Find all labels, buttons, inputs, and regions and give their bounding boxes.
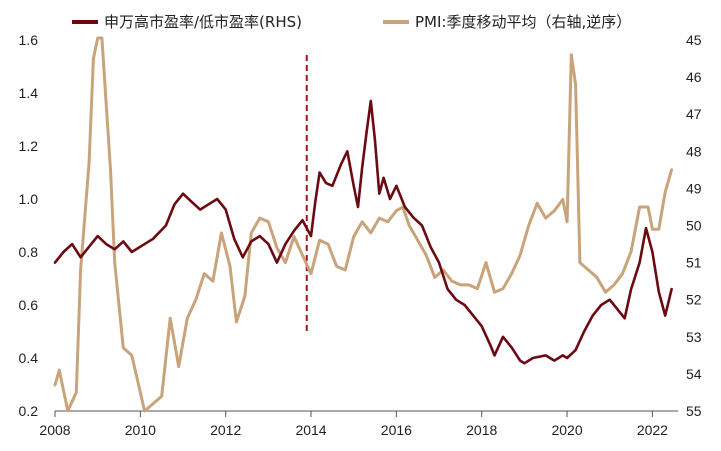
x-tick-label: 2010 bbox=[125, 422, 156, 438]
left-tick-label: 0.8 bbox=[19, 244, 39, 260]
right-tick-label: 53 bbox=[686, 329, 702, 345]
x-tick-label: 2018 bbox=[466, 422, 497, 438]
right-tick-label: 51 bbox=[686, 255, 702, 271]
series-line-pmi bbox=[53, 36, 674, 413]
right-tick-label: 48 bbox=[686, 143, 702, 159]
left-tick-label: 1.4 bbox=[19, 85, 39, 101]
right-tick-label: 52 bbox=[686, 292, 702, 308]
legend: 申万高市盈率/低市盈率(RHS) PMI:季度移动平均（右轴,逆序） bbox=[72, 13, 631, 31]
x-tick-label: 2022 bbox=[637, 422, 668, 438]
left-tick-label: 0.2 bbox=[19, 403, 39, 419]
left-tick-label: 1.2 bbox=[19, 138, 39, 154]
series-layer bbox=[53, 36, 674, 413]
legend-label: 申万高市盈率/低市盈率(RHS) bbox=[104, 13, 302, 31]
left-tick-label: 1.6 bbox=[19, 32, 39, 48]
x-axis-ticks: 2008 2010 2012 2014 2016 2018 2020 2022 bbox=[39, 411, 668, 438]
legend-label: PMI:季度移动平均（右轴,逆序） bbox=[415, 13, 631, 31]
x-tick-label: 2014 bbox=[295, 422, 326, 438]
series-line-pe-ratio bbox=[53, 99, 673, 365]
left-tick-label: 0.6 bbox=[19, 297, 39, 313]
right-tick-label: 46 bbox=[686, 69, 702, 85]
x-tick-label: 2012 bbox=[210, 422, 241, 438]
x-tick-label: 2008 bbox=[39, 422, 70, 438]
right-tick-label: 50 bbox=[686, 218, 702, 234]
left-axis-ticks: 0.2 0.4 0.6 0.8 1.0 1.2 1.4 1.6 bbox=[19, 32, 39, 419]
right-tick-label: 55 bbox=[686, 403, 702, 419]
x-tick-label: 2020 bbox=[551, 422, 582, 438]
left-tick-label: 0.4 bbox=[19, 350, 39, 366]
right-tick-label: 49 bbox=[686, 180, 702, 196]
right-axis-ticks: 45 46 47 48 49 50 51 52 53 54 55 bbox=[686, 32, 702, 419]
x-tick-label: 2016 bbox=[381, 422, 412, 438]
right-tick-label: 45 bbox=[686, 32, 702, 48]
left-tick-label: 1.0 bbox=[19, 191, 39, 207]
right-tick-label: 47 bbox=[686, 106, 702, 122]
right-tick-label: 54 bbox=[686, 366, 702, 382]
